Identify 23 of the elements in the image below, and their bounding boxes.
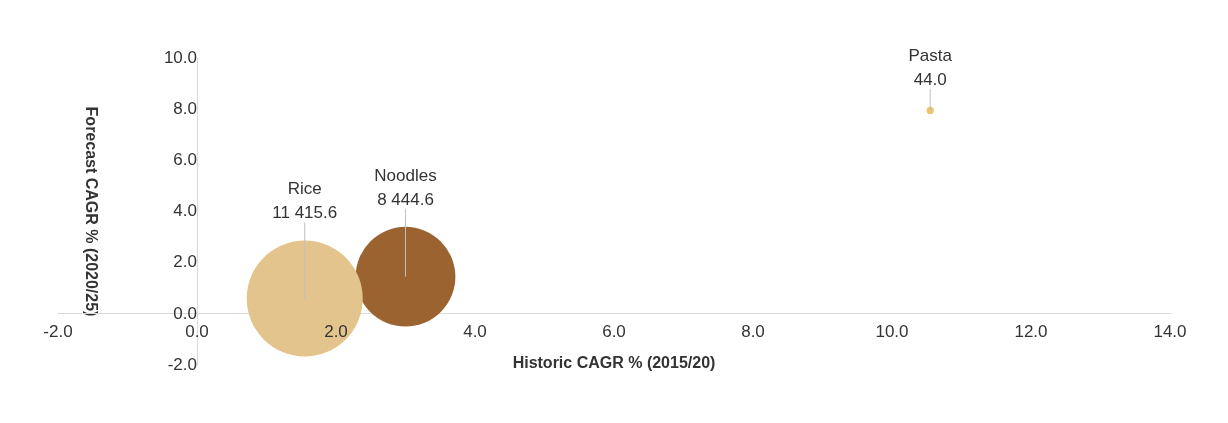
x-tick-label: 6.0 [602, 321, 626, 341]
y-tick-label: 2.0 [173, 252, 197, 272]
y-tick-label: 10.0 [163, 47, 197, 67]
y-tick-label: 8.0 [173, 98, 197, 118]
text: Pasta [908, 45, 953, 65]
x-tick-label: 4.0 [463, 321, 487, 341]
y-tick-label: 6.0 [173, 150, 197, 170]
y-tick-label: 0.0 [173, 303, 197, 323]
y-tick-label: 4.0 [173, 201, 197, 221]
data-label: 44.0 [913, 69, 947, 89]
x-axis-title: Historic CAGR % (2015/20) [512, 354, 716, 372]
x-tick-label: 14.0 [1153, 321, 1187, 341]
x-tick-label: 2.0 [324, 321, 348, 341]
x-tick-label: -2.0 [43, 321, 73, 341]
y-axis-title: Forecast CAGR % (2020/25) [82, 106, 100, 317]
data-label: 8 444.6 [377, 189, 434, 209]
text: Rice [287, 179, 322, 199]
x-tick-label: 12.0 [1014, 321, 1048, 341]
x-tick-label: 8.0 [741, 321, 765, 341]
text: Noodles [374, 165, 437, 185]
data-label: 11 415.6 [272, 203, 338, 223]
x-tick-label: 10.0 [875, 321, 909, 341]
y-tick-label: -2.0 [167, 354, 197, 374]
